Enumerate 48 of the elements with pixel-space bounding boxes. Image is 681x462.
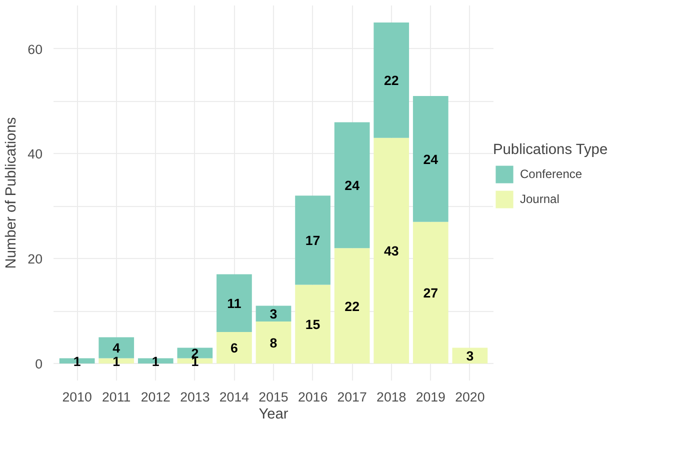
bar [452, 348, 488, 364]
x-tick-label: 2010 [62, 390, 92, 404]
x-tick-label: 2016 [298, 390, 328, 404]
data-label: 4 [112, 340, 121, 356]
data-label: 8 [270, 335, 278, 350]
x-tick-label: 2011 [102, 390, 131, 404]
bar [412, 96, 448, 222]
bar [295, 284, 330, 364]
data-label: 17 [305, 233, 320, 248]
bar [412, 222, 448, 364]
data-label: 43 [384, 244, 399, 259]
bar [334, 248, 370, 364]
x-tick-label: 2020 [455, 390, 485, 404]
bar [216, 332, 252, 364]
data-label: 1 [112, 354, 121, 369]
data-label: 24 [344, 178, 360, 194]
legend-label: Conference [520, 167, 582, 181]
x-tick-label: 2017 [337, 390, 367, 404]
data-label: 15 [305, 317, 321, 332]
y-axis-title: Number of Publications [4, 117, 20, 269]
legend-label: Journal [520, 192, 560, 206]
x-tick-label: 2018 [376, 390, 406, 404]
data-label: 3 [270, 306, 278, 322]
data-label: 11 [227, 296, 242, 312]
y-tick-label: 40 [28, 146, 43, 162]
bar [98, 337, 134, 358]
data-label: 3 [466, 348, 474, 364]
y-tick-label: 0 [35, 356, 43, 372]
x-tick-label: 2012 [140, 390, 170, 404]
data-label: 22 [344, 298, 360, 314]
bar [374, 22, 410, 138]
data-label: 22 [384, 73, 399, 88]
bar [295, 196, 330, 285]
data-label: 24 [423, 152, 439, 167]
bar [334, 122, 370, 248]
y-tick-label: 60 [28, 42, 43, 57]
x-axis-title: Year [258, 406, 288, 422]
x-tick-label: 2014 [219, 390, 250, 404]
data-label: 27 [423, 286, 438, 301]
x-tick-label: 2013 [180, 390, 210, 404]
x-tick-label: 2019 [416, 390, 446, 404]
x-tick-label: 2015 [258, 390, 288, 404]
data-label: 6 [230, 340, 238, 356]
legend-title: Publications Type [493, 142, 608, 158]
bar [256, 321, 292, 364]
y-tick-label: 20 [28, 252, 43, 267]
bar [216, 274, 252, 332]
bar [374, 138, 410, 364]
